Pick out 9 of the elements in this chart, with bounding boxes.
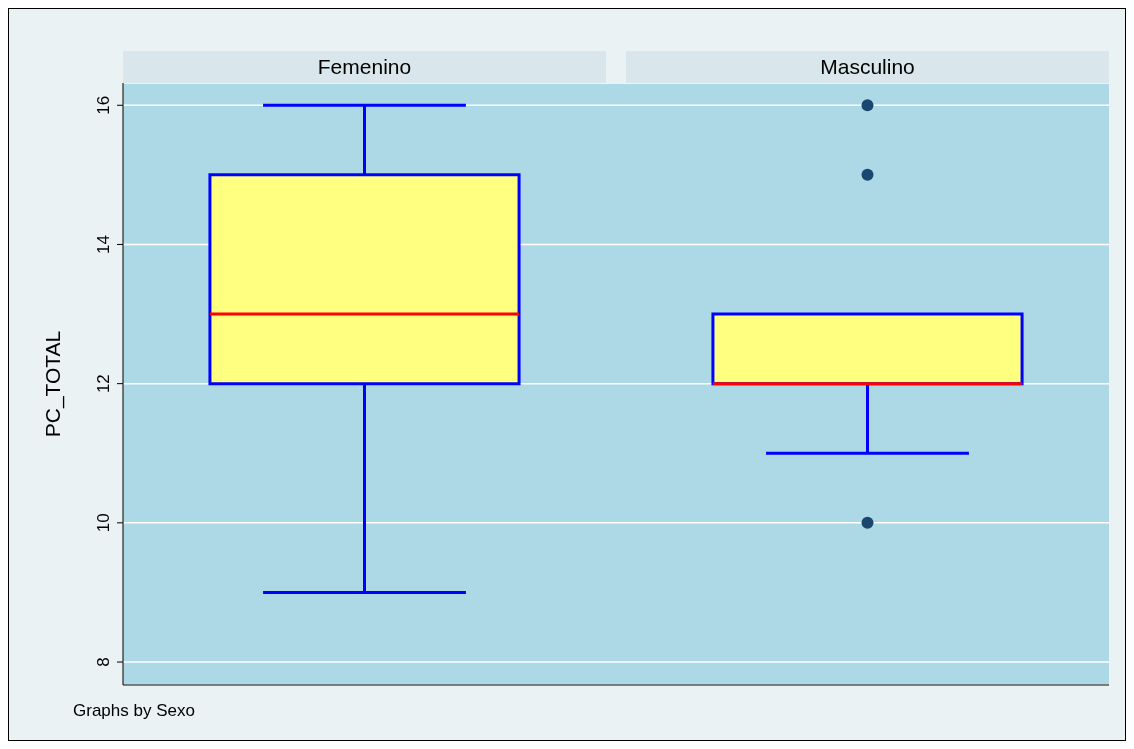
y-tick-label: 10 — [94, 513, 113, 533]
text: Graphs by Sexo — [73, 701, 195, 721]
y-tick-label: 16 — [94, 95, 113, 115]
y-tick-label: 8 — [94, 657, 113, 667]
x-tick-label: Masculino — [626, 51, 1109, 83]
y-tick-label: 14 — [94, 235, 113, 254]
y-axis-title: PC_TOTAL — [41, 330, 66, 438]
y-tick-label: 12 — [94, 374, 113, 394]
x-tick-label: Femenino — [123, 51, 606, 83]
